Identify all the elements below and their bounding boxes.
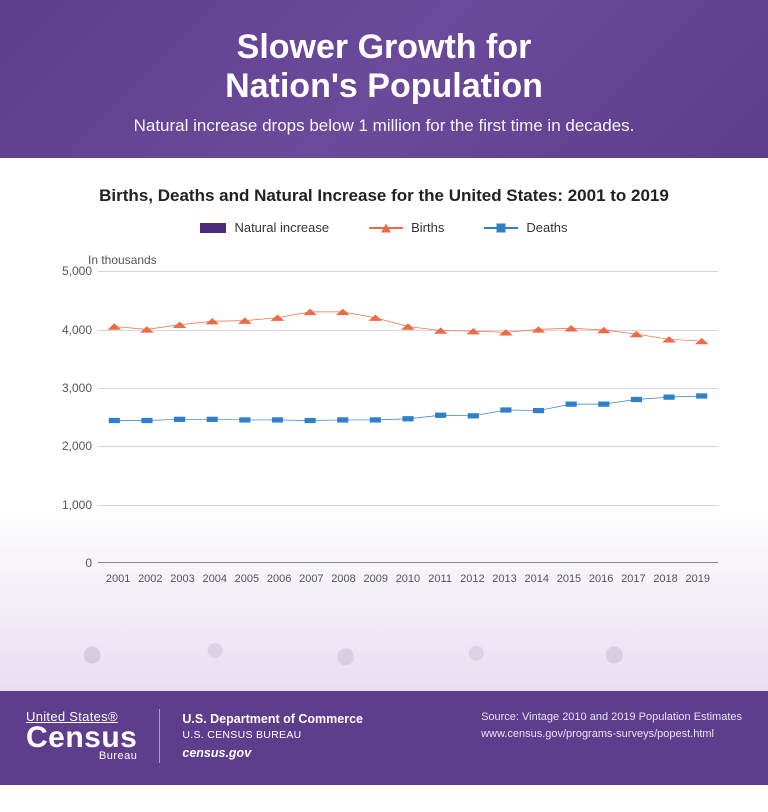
title-line-1: Slower Growth for <box>237 28 532 66</box>
marker-births <box>271 315 285 321</box>
y-tick-label: 4,000 <box>62 323 92 337</box>
legend-item-births: Births <box>369 220 444 235</box>
page-subtitle: Natural increase drops below 1 million f… <box>20 116 748 136</box>
footer-divider <box>159 709 160 763</box>
marker-deaths <box>109 418 120 423</box>
marker-deaths <box>663 395 674 400</box>
legend-label: Deaths <box>526 220 567 235</box>
marker-deaths <box>500 408 511 413</box>
header-banner: Slower Growth for Nation's Population Na… <box>0 0 768 158</box>
marker-deaths <box>696 394 707 399</box>
marker-births <box>401 323 415 329</box>
logo-main-text: Census <box>26 723 137 753</box>
x-axis-baseline <box>98 562 718 563</box>
chart-title: Births, Deaths and Natural Increase for … <box>40 186 728 206</box>
x-tick-label: 2007 <box>295 567 327 591</box>
marker-deaths <box>598 402 609 407</box>
y-tick-label: 3,000 <box>62 381 92 395</box>
marker-births <box>630 331 644 337</box>
page-title: Slower Growth for Nation's Population <box>20 28 748 106</box>
x-tick-label: 2014 <box>521 567 553 591</box>
title-line-2: Nation's Population <box>225 67 543 105</box>
x-tick-label: 2017 <box>617 567 649 591</box>
source-line-2: www.census.gov/programs-surveys/popest.h… <box>481 726 742 743</box>
chart-legend: Natural increase Births Deaths <box>40 220 728 235</box>
marker-deaths <box>337 417 348 422</box>
crowd-background-image <box>0 601 768 691</box>
x-tick-label: 2011 <box>424 567 456 591</box>
x-tick-label: 2005 <box>231 567 263 591</box>
x-axis-labels: 2001200220032004200520062007200820092010… <box>98 567 718 591</box>
y-tick-label: 2,000 <box>62 439 92 453</box>
marker-deaths <box>566 402 577 407</box>
x-tick-label: 2018 <box>649 567 681 591</box>
marker-births <box>369 315 383 321</box>
legend-item-deaths: Deaths <box>484 220 567 235</box>
y-tick-label: 5,000 <box>62 264 92 278</box>
marker-births <box>140 326 154 332</box>
x-tick-label: 2016 <box>585 567 617 591</box>
marker-deaths <box>631 397 642 402</box>
dept-line-3: census.gov <box>182 744 363 763</box>
legend-label: Natural increase <box>234 220 329 235</box>
marker-deaths <box>272 417 283 422</box>
footer-bar: United States® Census Bureau U.S. Depart… <box>0 691 768 785</box>
y-tick-label: 0 <box>85 556 92 570</box>
marker-deaths <box>174 417 185 422</box>
x-tick-label: 2009 <box>360 567 392 591</box>
marker-deaths <box>402 416 413 421</box>
dept-line-1: U.S. Department of Commerce <box>182 710 363 729</box>
x-tick-label: 2001 <box>102 567 134 591</box>
x-tick-label: 2003 <box>166 567 198 591</box>
x-tick-label: 2004 <box>199 567 231 591</box>
y-axis: 01,0002,0003,0004,0005,000 <box>50 271 98 563</box>
x-tick-label: 2015 <box>553 567 585 591</box>
legend-swatch-line <box>369 227 403 229</box>
marker-deaths <box>207 417 218 422</box>
x-tick-label: 2012 <box>456 567 488 591</box>
line-series <box>98 271 718 563</box>
source-line-1: Source: Vintage 2010 and 2019 Population… <box>481 709 742 726</box>
legend-swatch-line <box>484 227 518 229</box>
dept-line-2: U.S. CENSUS BUREAU <box>182 728 363 744</box>
plot-region <box>98 271 718 563</box>
x-tick-label: 2006 <box>263 567 295 591</box>
marker-deaths <box>239 417 250 422</box>
chart-container: Births, Deaths and Natural Increase for … <box>0 158 768 601</box>
legend-swatch-bar <box>200 223 226 233</box>
marker-births <box>107 323 121 329</box>
x-tick-label: 2002 <box>134 567 166 591</box>
plot-area: 01,0002,0003,0004,0005,000 2001200220032… <box>50 271 728 591</box>
y-tick-label: 1,000 <box>62 498 92 512</box>
x-tick-label: 2008 <box>327 567 359 591</box>
marker-deaths <box>533 408 544 413</box>
source-citation: Source: Vintage 2010 and 2019 Population… <box>481 709 742 742</box>
marker-deaths <box>305 418 316 423</box>
marker-births <box>173 322 187 328</box>
x-tick-label: 2013 <box>488 567 520 591</box>
marker-deaths <box>370 417 381 422</box>
marker-deaths <box>468 413 479 418</box>
legend-label: Births <box>411 220 444 235</box>
census-logo: United States® Census Bureau <box>26 710 137 762</box>
x-tick-label: 2010 <box>392 567 424 591</box>
y-axis-label: In thousands <box>88 253 728 267</box>
department-block: U.S. Department of Commerce U.S. CENSUS … <box>182 710 363 763</box>
triangle-marker-icon <box>381 223 391 232</box>
square-marker-icon <box>497 223 506 232</box>
marker-deaths <box>141 418 152 423</box>
marker-deaths <box>435 413 446 418</box>
x-tick-label: 2019 <box>682 567 714 591</box>
legend-item-natural-increase: Natural increase <box>200 220 329 235</box>
